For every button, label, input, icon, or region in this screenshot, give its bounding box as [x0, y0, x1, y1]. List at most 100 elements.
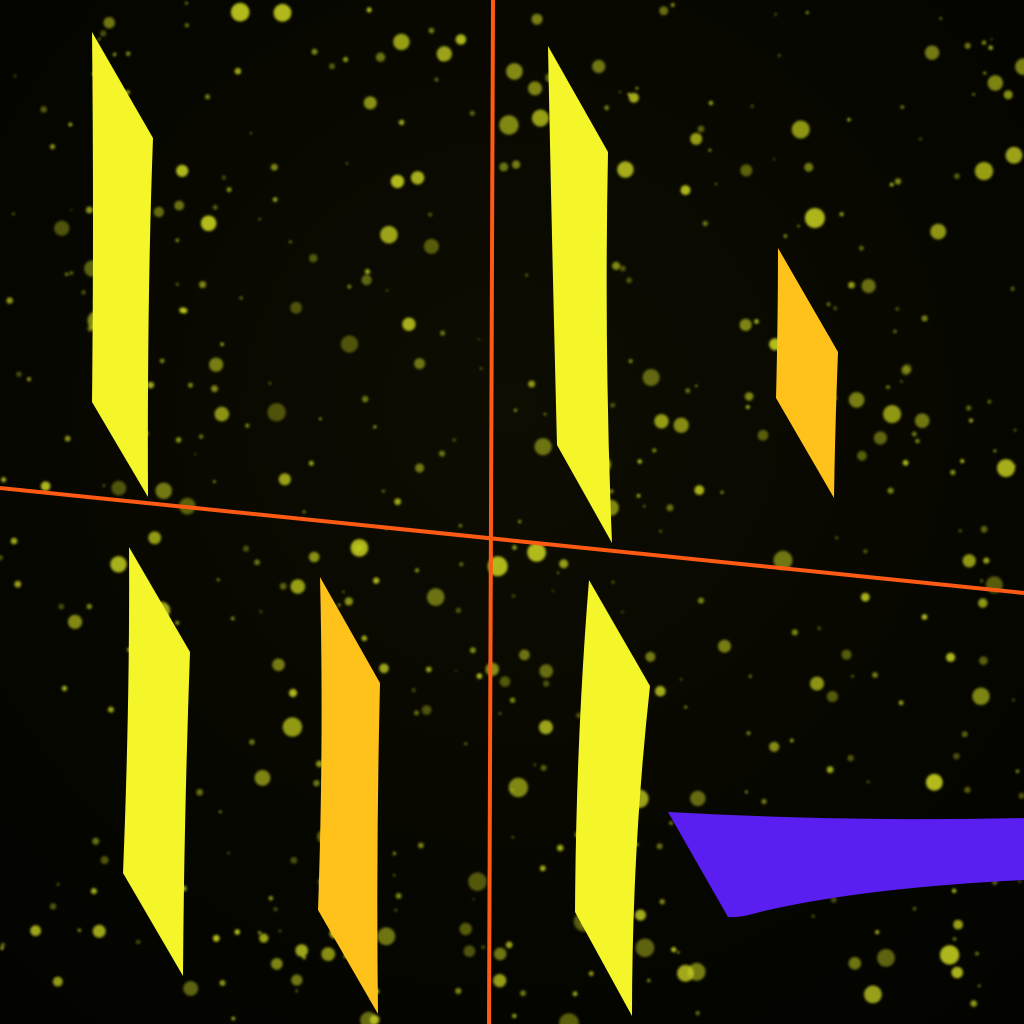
- particle: [85, 206, 93, 214]
- particle: [254, 770, 271, 786]
- particle: [68, 122, 73, 127]
- particle: [70, 209, 73, 211]
- particle: [428, 27, 435, 34]
- particle: [572, 991, 578, 997]
- particle: [50, 144, 55, 150]
- particle: [126, 51, 131, 56]
- particle: [319, 417, 322, 421]
- particle: [258, 218, 261, 221]
- particle: [643, 505, 646, 508]
- particle: [394, 908, 398, 912]
- orange-card-top-right[interactable]: [776, 248, 838, 498]
- yellow-card-bottom-center[interactable]: [575, 580, 650, 1016]
- particle: [188, 382, 193, 388]
- particle: [980, 579, 983, 583]
- particle: [805, 11, 809, 15]
- particle: [211, 385, 218, 393]
- particle: [175, 282, 179, 286]
- particle: [508, 777, 528, 798]
- particle: [790, 738, 794, 743]
- particle: [830, 896, 837, 903]
- particle: [499, 162, 509, 172]
- particle: [925, 773, 943, 791]
- particle: [90, 888, 97, 895]
- particle: [951, 966, 963, 979]
- particle: [826, 691, 839, 703]
- particle: [860, 592, 870, 602]
- particle: [714, 182, 718, 186]
- particle: [321, 947, 336, 961]
- purple-paddle[interactable]: [668, 812, 1024, 918]
- particle: [718, 639, 731, 653]
- particle: [16, 371, 22, 377]
- particle: [745, 405, 750, 409]
- particle: [373, 425, 377, 429]
- particle: [268, 896, 274, 901]
- particle: [103, 17, 115, 29]
- particle: [347, 284, 352, 289]
- particle: [100, 856, 109, 865]
- vertical-divider: [487, 0, 495, 1024]
- yellow-card-top-left[interactable]: [92, 32, 153, 497]
- orange-card-bottom-mid[interactable]: [318, 577, 380, 1014]
- particle: [848, 392, 865, 408]
- particle: [361, 635, 368, 642]
- particle: [200, 215, 217, 232]
- particle: [690, 132, 703, 145]
- particle: [617, 161, 634, 178]
- particle: [576, 712, 582, 718]
- particle: [1, 477, 7, 483]
- particle: [87, 325, 94, 332]
- particle: [804, 162, 814, 172]
- particle: [308, 460, 314, 466]
- particle: [196, 788, 204, 796]
- particle: [708, 100, 714, 106]
- particle: [950, 469, 956, 475]
- particle: [671, 947, 677, 953]
- particle: [739, 318, 752, 331]
- particle: [848, 281, 855, 289]
- particle: [875, 930, 880, 935]
- particle: [364, 268, 371, 275]
- particle: [654, 414, 669, 429]
- particle: [684, 705, 688, 709]
- particle: [242, 545, 250, 552]
- particle: [697, 597, 705, 604]
- particle: [414, 710, 419, 716]
- particle: [506, 63, 523, 80]
- particle: [273, 907, 278, 912]
- particle: [774, 13, 777, 16]
- particle: [826, 302, 831, 307]
- particle: [289, 240, 292, 244]
- particle: [345, 162, 349, 165]
- particle: [886, 385, 890, 389]
- particle: [772, 158, 776, 161]
- particle: [174, 200, 185, 211]
- particle: [111, 480, 127, 496]
- particle: [295, 989, 298, 993]
- particle: [426, 588, 445, 606]
- yellow-card-top-center[interactable]: [548, 46, 612, 543]
- particle: [302, 510, 306, 514]
- particle: [176, 164, 189, 177]
- particle: [626, 277, 632, 284]
- particle: [478, 338, 481, 341]
- particle: [421, 705, 432, 715]
- particle: [147, 381, 155, 389]
- particle: [543, 680, 550, 687]
- particle: [379, 663, 389, 674]
- particle: [520, 990, 526, 997]
- yellow-card-bottom-left[interactable]: [123, 547, 190, 976]
- particle: [592, 59, 606, 74]
- particle: [436, 46, 452, 62]
- particle: [528, 81, 542, 96]
- particle: [81, 290, 86, 295]
- particle: [861, 278, 876, 294]
- particle: [811, 914, 815, 918]
- particle: [974, 162, 994, 181]
- particle: [185, 1, 188, 5]
- particle: [952, 937, 957, 941]
- particle: [539, 865, 546, 872]
